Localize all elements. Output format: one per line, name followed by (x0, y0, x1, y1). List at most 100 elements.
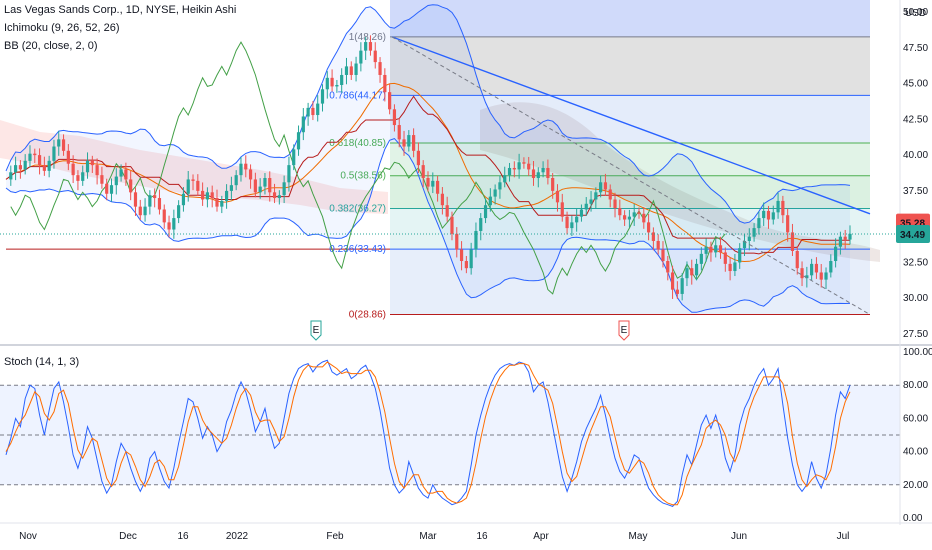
candle-body (296, 132, 301, 150)
earnings-marker[interactable]: E (618, 320, 630, 341)
candle-body (129, 179, 133, 193)
candle-body (704, 246, 708, 254)
candle-body (531, 169, 536, 179)
time-tick-label: Jun (731, 531, 747, 542)
candle-body (71, 163, 75, 176)
candle-body (503, 175, 507, 183)
candle-body (483, 205, 488, 219)
candle-body (474, 230, 478, 250)
price-tick-label: 37.50 (903, 186, 928, 197)
candle-body (479, 218, 483, 231)
candle-body (733, 262, 737, 272)
candle-body (186, 179, 190, 194)
candle-body (632, 212, 636, 217)
candle-body (790, 232, 795, 251)
candle-body (81, 172, 85, 181)
candle-body (742, 240, 747, 249)
stoch-tick-label: 60.00 (903, 413, 928, 424)
ichimoku-cloud (480, 102, 880, 262)
candle-body (196, 180, 200, 191)
price-tick-label: 47.50 (903, 43, 928, 54)
candle-body (416, 150, 421, 166)
candle-body (220, 200, 224, 207)
candle-body (215, 198, 219, 207)
candle-body (28, 153, 32, 161)
candle-body (646, 222, 651, 233)
candle-body (258, 186, 262, 193)
candle-body (407, 135, 411, 147)
candle-body (579, 209, 584, 217)
candle-body (656, 240, 660, 250)
candle-body (253, 179, 257, 193)
time-tick-label: Nov (19, 531, 37, 542)
currency-label: USD (905, 8, 926, 19)
candle-body (455, 233, 459, 250)
candle-body (47, 160, 51, 171)
candle-body (599, 182, 603, 193)
earnings-marker[interactable]: E (310, 320, 322, 341)
trend-line-dashed[interactable] (391, 36, 871, 315)
candle-body (157, 198, 162, 210)
ichimoku-legend[interactable]: Ichimoku (9, 26, 52, 26) (4, 22, 120, 34)
candle-body (9, 172, 13, 180)
candle-body (205, 192, 210, 200)
candle-body (584, 203, 588, 210)
candle-body (397, 125, 401, 140)
candle-body (316, 103, 320, 116)
candle-body (459, 249, 464, 262)
candle-body (57, 139, 61, 147)
candle-body (747, 236, 751, 241)
candle-body (613, 199, 617, 209)
candle-body (421, 165, 425, 179)
candle-body (18, 165, 22, 170)
candle-body (402, 139, 406, 147)
candle-body (95, 165, 99, 176)
candle-body (570, 222, 574, 229)
candle-body (33, 153, 37, 156)
candle-body (138, 206, 142, 216)
stoch-tick-label: 80.00 (903, 380, 928, 391)
candle-body (824, 272, 828, 280)
candle-body (229, 185, 233, 191)
candle-body (814, 263, 819, 273)
trend-line[interactable] (391, 36, 871, 215)
candle-body (119, 169, 123, 177)
candle-body (766, 210, 771, 220)
candle-body (325, 77, 329, 90)
candle-body (762, 210, 766, 219)
candle-body (627, 216, 632, 220)
time-tick-label: 16 (476, 531, 488, 542)
candle-body (450, 216, 454, 234)
fib-level-label: 0(28.86) (349, 310, 386, 321)
candle-body (810, 263, 814, 276)
candle-body (210, 192, 214, 199)
candle-body (843, 236, 847, 240)
time-tick-label: 2022 (226, 531, 249, 542)
candle-body (277, 195, 281, 199)
candle-body (426, 178, 430, 187)
price-tick-label: 45.00 (903, 79, 928, 90)
candle-body (263, 178, 267, 187)
candle-body (800, 268, 804, 279)
candle-body (301, 116, 305, 133)
fibonacci-retracement[interactable]: 1(48.26) 0.786(44.17) 0.618(40.85) 0.5(38.5… (6, 0, 870, 321)
stoch-legend[interactable]: Stoch (14, 1, 3) (4, 356, 80, 368)
candle-body (431, 180, 435, 187)
bb-legend[interactable]: BB (20, close, 2, 0) (4, 40, 98, 52)
candle-body (651, 232, 655, 241)
price-tick-label: 30.00 (903, 293, 928, 304)
candle-body (507, 167, 512, 176)
candle-body (752, 228, 756, 237)
price-tick-label: 50.00 (903, 7, 928, 18)
candle-body (378, 62, 382, 75)
candle-body (248, 169, 253, 180)
stoch-pane[interactable] (0, 359, 900, 507)
stoch-tick-label: 100.00 (903, 347, 932, 358)
candle-body (153, 195, 157, 199)
candle-body (694, 263, 699, 276)
candle-body (819, 272, 823, 280)
fib-level-label: 0.5(38.56) (340, 171, 386, 182)
